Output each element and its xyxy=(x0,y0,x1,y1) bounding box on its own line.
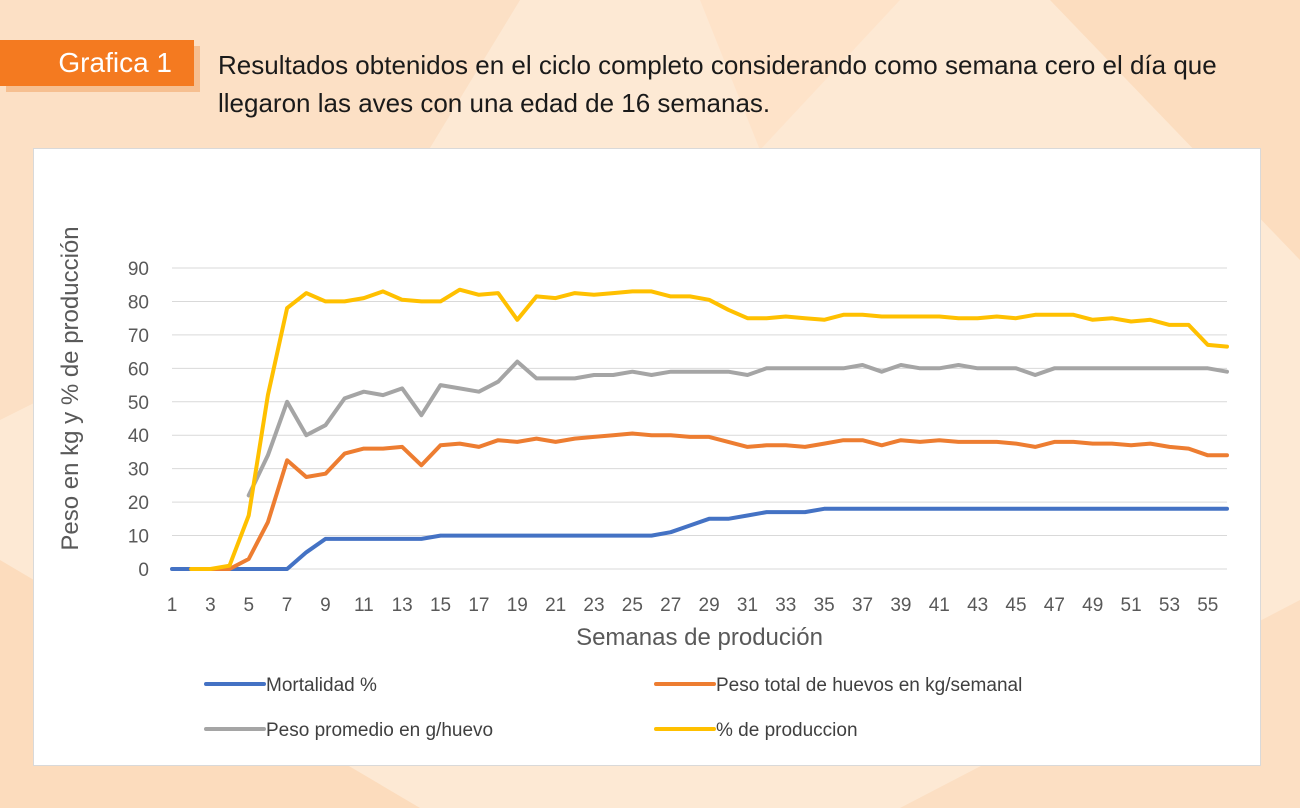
figure-caption: Resultados obtenidos en el ciclo complet… xyxy=(218,50,1217,118)
y-tick-label: 10 xyxy=(128,527,149,548)
y-tick-label: 30 xyxy=(128,460,149,481)
x-tick-label: 35 xyxy=(814,595,835,616)
chart-panel: 0 10 20 30 40 50 60 70 80 90 1 3 5 7 9 11 13 15 17 19 21 23 2… xyxy=(33,148,1261,766)
series-line xyxy=(189,287,1229,571)
series-line xyxy=(246,359,1229,498)
series-lines xyxy=(170,287,1229,571)
legend-label: % de produccion xyxy=(716,720,858,741)
x-tick-label: 55 xyxy=(1197,595,1218,616)
x-tick-label: 43 xyxy=(967,595,988,616)
y-tick-label: 60 xyxy=(128,359,149,380)
x-tick-label: 1 xyxy=(167,595,178,616)
y-axis-ticks: 0 10 20 30 40 50 60 70 80 90 xyxy=(128,259,149,581)
x-tick-label: 23 xyxy=(583,595,604,616)
series-line xyxy=(189,431,1229,571)
legend-label: Peso promedio en g/huevo xyxy=(266,720,493,741)
x-tick-label: 9 xyxy=(320,595,331,616)
y-tick-label: 0 xyxy=(138,560,149,581)
x-tick-label: 19 xyxy=(507,595,528,616)
x-axis-title: Semanas de produción xyxy=(576,624,823,651)
series-line xyxy=(170,506,1229,571)
x-tick-label: 15 xyxy=(430,595,451,616)
x-tick-label: 49 xyxy=(1082,595,1103,616)
x-tick-label: 53 xyxy=(1159,595,1180,616)
x-tick-label: 3 xyxy=(205,595,216,616)
y-tick-label: 90 xyxy=(128,259,149,280)
x-tick-label: 5 xyxy=(243,595,254,616)
y-tick-label: 40 xyxy=(128,426,149,447)
y-axis-title: Peso en kg y % de producción xyxy=(57,226,84,550)
legend-label: Peso total de huevos en kg/semanal xyxy=(716,675,1022,696)
x-tick-label: 27 xyxy=(660,595,681,616)
x-tick-label: 39 xyxy=(890,595,911,616)
x-tick-label: 25 xyxy=(622,595,643,616)
y-tick-label: 80 xyxy=(128,292,149,313)
figure-badge: Grafica 1 xyxy=(0,40,194,86)
x-tick-label: 37 xyxy=(852,595,873,616)
x-tick-label: 51 xyxy=(1121,595,1142,616)
x-tick-label: 17 xyxy=(468,595,489,616)
x-tick-label: 47 xyxy=(1044,595,1065,616)
y-tick-label: 20 xyxy=(128,493,149,514)
x-tick-label: 45 xyxy=(1005,595,1026,616)
x-tick-label: 13 xyxy=(392,595,413,616)
legend-label: Mortalidad % xyxy=(266,675,377,696)
x-axis-ticks: 1 3 5 7 9 11 13 15 17 19 21 23 25 27 29 31 33 35 37 39 41 43 4… xyxy=(167,595,1219,616)
x-tick-label: 7 xyxy=(282,595,293,616)
x-tick-label: 11 xyxy=(354,595,374,616)
x-tick-label: 29 xyxy=(699,595,720,616)
y-tick-label: 50 xyxy=(128,393,149,414)
x-tick-label: 31 xyxy=(737,595,758,616)
y-tick-label: 70 xyxy=(128,326,149,347)
legend: Mortalidad % Peso total de huevos en kg/s… xyxy=(204,675,1022,741)
x-tick-label: 33 xyxy=(775,595,796,616)
x-tick-label: 41 xyxy=(929,595,950,616)
x-tick-label: 21 xyxy=(545,595,566,616)
